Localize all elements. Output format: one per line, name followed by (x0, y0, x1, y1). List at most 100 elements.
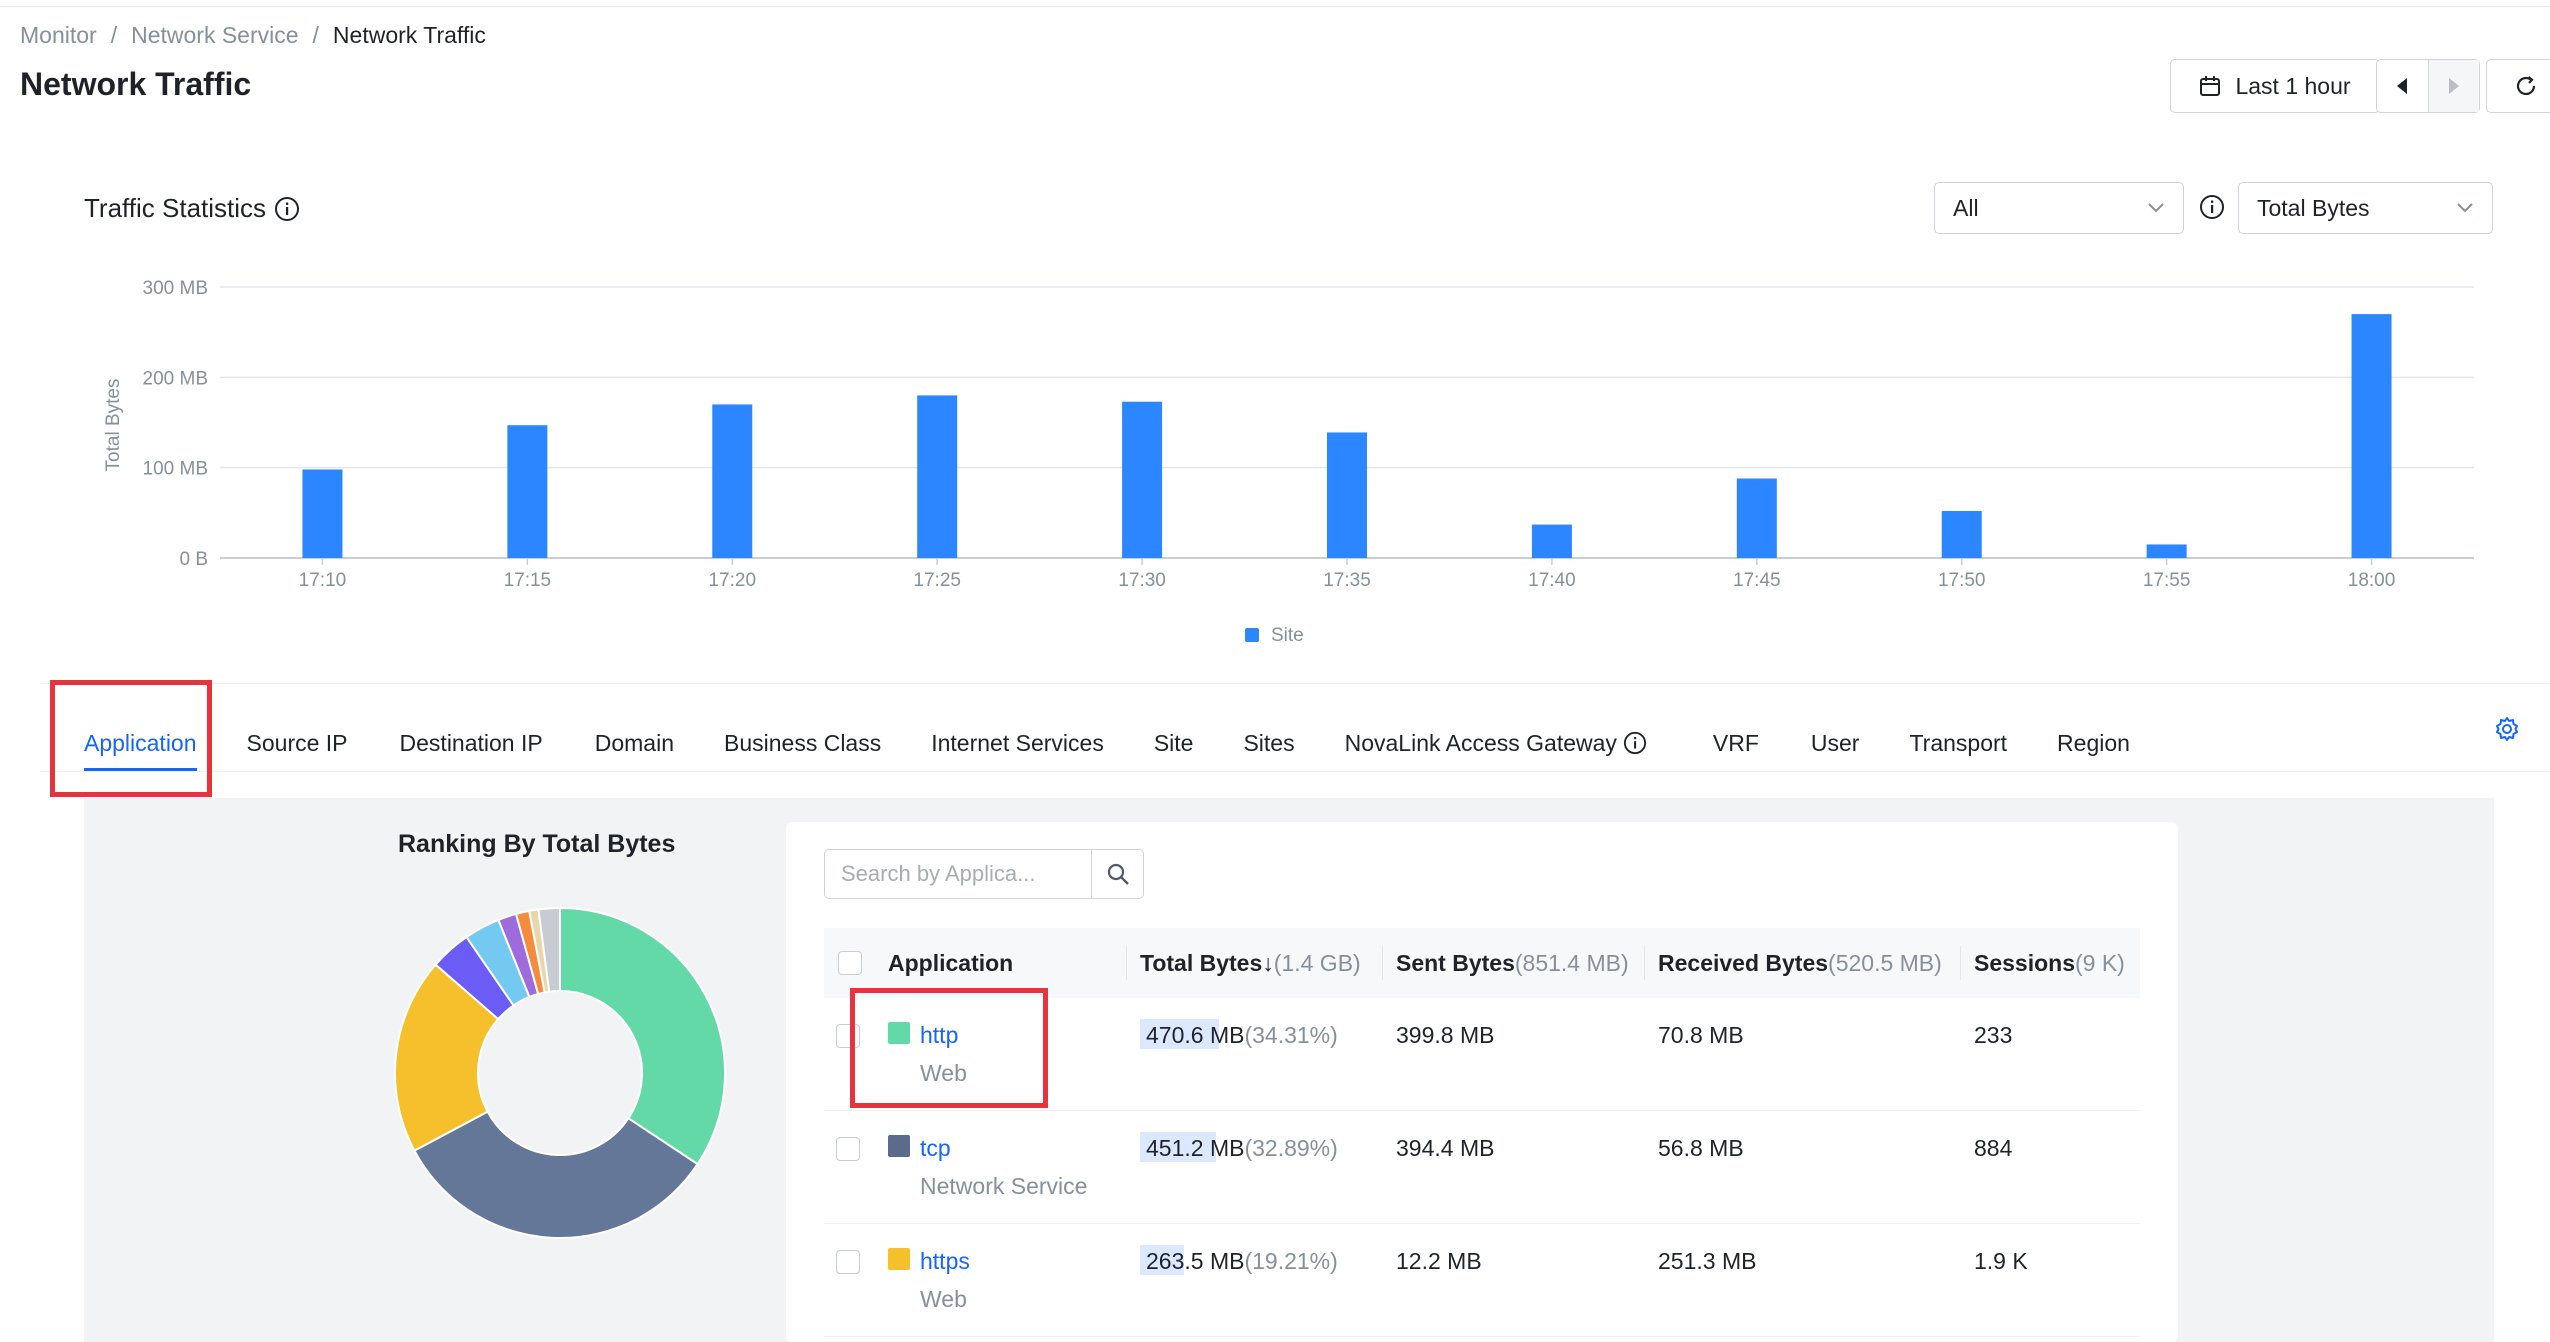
sort-descending-icon[interactable]: ↓ (1262, 949, 1274, 976)
breadcrumb-item-monitor[interactable]: Monitor (20, 22, 97, 48)
tab-site[interactable]: Site (1154, 718, 1194, 768)
table-row[interactable]: https Web 263.5 MB(19.21%) 12.2 MB 251.3… (824, 1224, 2140, 1337)
bar[interactable] (1327, 432, 1367, 558)
column-received-bytes-summary: (520.5 MB) (1828, 949, 1942, 976)
sent-bytes-value: 399.8 MB (1396, 1022, 1495, 1048)
total-bytes-percent: (34.31%) (1244, 1022, 1338, 1048)
chevron-down-icon (2148, 203, 2164, 213)
info-icon[interactable] (2199, 194, 2225, 220)
tab-label: Transport (1909, 729, 2008, 756)
previous-range-button[interactable] (2377, 60, 2428, 112)
breadcrumb-separator: / (312, 22, 319, 48)
search-button[interactable] (1091, 850, 1143, 898)
bar[interactable] (1941, 511, 1982, 558)
x-tick-label: 17:30 (1118, 570, 1166, 591)
breadcrumb-item-network-service[interactable]: Network Service (131, 22, 299, 48)
tab-region[interactable]: Region (2057, 718, 2130, 768)
donut-slice[interactable] (537, 906, 561, 993)
info-icon[interactable] (274, 196, 300, 222)
select-all-checkbox[interactable] (838, 951, 862, 975)
column-total-bytes-summary: (1.4 GB) (1273, 949, 1361, 976)
dimension-tabs: Application Source IP Destination IP Domain… (84, 718, 2130, 771)
gear-icon[interactable] (2494, 716, 2520, 742)
tab-user[interactable]: User (1811, 718, 1860, 768)
total-bytes-cell: 451.2 MB(32.89%) (1146, 1135, 1338, 1162)
donut-slice[interactable] (394, 963, 500, 1153)
tab-label: Internet Services (931, 729, 1104, 756)
calendar-icon (2200, 76, 2221, 96)
traffic-bar-chart: 0 B 100 MB 200 MB 300 MB 17:10 17:15 17:20 17:… (103, 278, 2474, 646)
row-checkbox[interactable] (836, 1024, 860, 1048)
x-tick-label: 17:35 (1323, 570, 1371, 591)
page-title: Network Traffic (20, 66, 252, 102)
chart-legend[interactable]: Site (1245, 625, 1304, 646)
column-application[interactable]: Application (888, 949, 1014, 976)
next-range-button[interactable] (2427, 60, 2479, 112)
tab-sites[interactable]: Sites (1243, 718, 1294, 768)
table-row[interactable]: http Web 470.6 MB(34.31%) 399.8 MB 70.8 … (824, 998, 2140, 1111)
legend-label: Site (1271, 625, 1304, 646)
bar[interactable] (302, 469, 343, 558)
received-bytes-value: 70.8 MB (1658, 1022, 1744, 1048)
tab-label: VRF (1712, 729, 1759, 756)
total-bytes-share-bar (1140, 1132, 1216, 1162)
ranking-donut-chart (394, 906, 726, 1239)
row-checkbox[interactable] (836, 1250, 860, 1274)
bar[interactable] (2351, 314, 2392, 558)
app-name-link[interactable]: http (920, 1022, 959, 1048)
traffic-statistics-label: Traffic Statistics (84, 193, 267, 223)
column-sessions[interactable]: Sessions (9 K) (1974, 928, 2125, 998)
bar[interactable] (712, 404, 753, 558)
donut-slice[interactable] (413, 1110, 699, 1239)
scope-select[interactable]: All (1934, 182, 2184, 234)
row-checkbox[interactable] (836, 1137, 860, 1161)
highlight-http-row (850, 988, 1048, 1108)
column-sent-bytes[interactable]: Sent Bytes (851.4 MB) (1396, 928, 1629, 998)
tab-novalink-access-gateway[interactable]: NovaLink Access Gateway (1345, 718, 1647, 768)
bar[interactable] (1531, 524, 1572, 558)
column-divider (1960, 946, 1961, 980)
column-sessions-label: Sessions (1974, 949, 2075, 976)
search-icon (1107, 863, 1129, 885)
column-sent-bytes-label: Sent Bytes (1396, 949, 1515, 976)
app-color-swatch (888, 1135, 910, 1157)
tab-destination-ip[interactable]: Destination IP (400, 718, 543, 768)
column-received-bytes[interactable]: Received Bytes (520.5 MB) (1658, 928, 1942, 998)
column-divider (1126, 946, 1127, 980)
tab-vrf[interactable]: VRF (1713, 718, 1759, 768)
donut-slice[interactable] (559, 906, 726, 1166)
refresh-button[interactable] (2486, 59, 2550, 113)
bar[interactable] (1122, 401, 1163, 558)
tab-label: Source IP (246, 729, 348, 756)
application-search-input[interactable] (825, 850, 1091, 898)
x-tick-label: 17:25 (913, 570, 961, 591)
x-tick-label: 17:15 (504, 570, 552, 591)
metric-select[interactable]: Total Bytes (2238, 182, 2493, 234)
app-name-link[interactable]: https (920, 1248, 970, 1274)
bar[interactable] (2146, 544, 2187, 558)
tab-label: NovaLink Access Gateway (1344, 729, 1617, 756)
app-color-swatch (888, 1248, 910, 1270)
column-total-bytes[interactable]: Total Bytes ↓ (1.4 GB) (1140, 928, 1361, 998)
tab-label: Application (84, 729, 197, 756)
app-category: Web (920, 1286, 967, 1312)
tab-transport[interactable]: Transport (1909, 718, 2007, 768)
app-name-link[interactable]: tcp (920, 1135, 951, 1161)
sent-bytes-value: 394.4 MB (1396, 1135, 1495, 1161)
time-range-button[interactable]: Last 1 hour (2170, 59, 2380, 113)
legend-swatch (1245, 628, 1259, 642)
column-received-bytes-label: Received Bytes (1658, 949, 1829, 976)
total-bytes-value: 263.5 MB (1146, 1248, 1245, 1274)
info-icon[interactable] (1623, 731, 1647, 755)
tab-business-class[interactable]: Business Class (724, 718, 881, 768)
tab-label: Destination IP (399, 729, 543, 756)
column-sessions-summary: (9 K) (2075, 949, 2125, 976)
table-row[interactable]: tcp Network Service 451.2 MB(32.89%) 394… (824, 1111, 2140, 1224)
tab-source-ip[interactable]: Source IP (247, 718, 348, 768)
bar[interactable] (1736, 478, 1777, 558)
tab-internet-services[interactable]: Internet Services (931, 718, 1104, 768)
bar[interactable] (507, 425, 548, 558)
tab-domain[interactable]: Domain (595, 718, 674, 768)
tab-application[interactable]: Application (84, 718, 197, 771)
bar[interactable] (917, 395, 958, 558)
